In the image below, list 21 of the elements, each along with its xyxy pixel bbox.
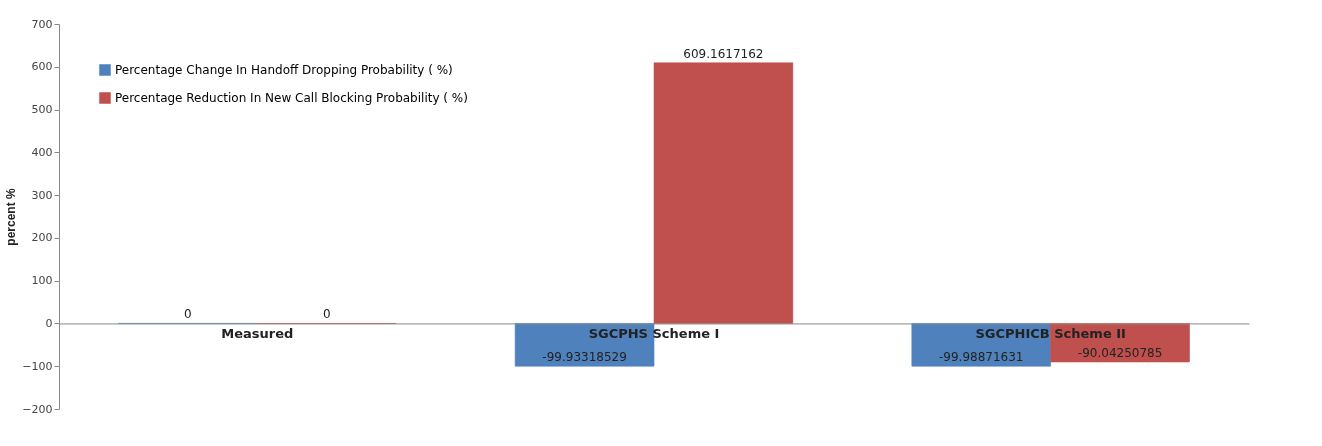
data-label: 0 (322, 307, 331, 322)
data-label: 0 (184, 307, 192, 322)
y-tick-label: −100 (22, 359, 53, 373)
y-tick-label: 600 (31, 60, 53, 74)
y-tick-label: 100 (31, 274, 53, 288)
legend-label: Percentage Reduction In New Call Blocking Probability ( %) (115, 91, 468, 105)
data-label: -99.98871631 (939, 350, 1024, 365)
data-label: -90.04250785 (1077, 345, 1163, 360)
y-tick-label: 700 (31, 17, 53, 31)
y-tick-label: −200 (22, 402, 53, 416)
y-tick-label: 0 (45, 316, 53, 330)
legend-label: Percentage Change In Handoff Dropping Probability ( %) (115, 63, 453, 77)
y-tick-label: 300 (31, 188, 53, 202)
x-tick-label: Measured (221, 325, 294, 341)
x-tick-label: SGCPHICB Scheme II (975, 325, 1126, 341)
y-tick-label: 400 (31, 145, 53, 159)
y-tick-label: 500 (31, 103, 53, 117)
y-tick-label: 200 (31, 231, 53, 245)
data-label: 609.1617162 (683, 46, 764, 61)
data-label: -99.93318529 (542, 350, 627, 365)
y-axis-title: percent % (4, 188, 19, 246)
